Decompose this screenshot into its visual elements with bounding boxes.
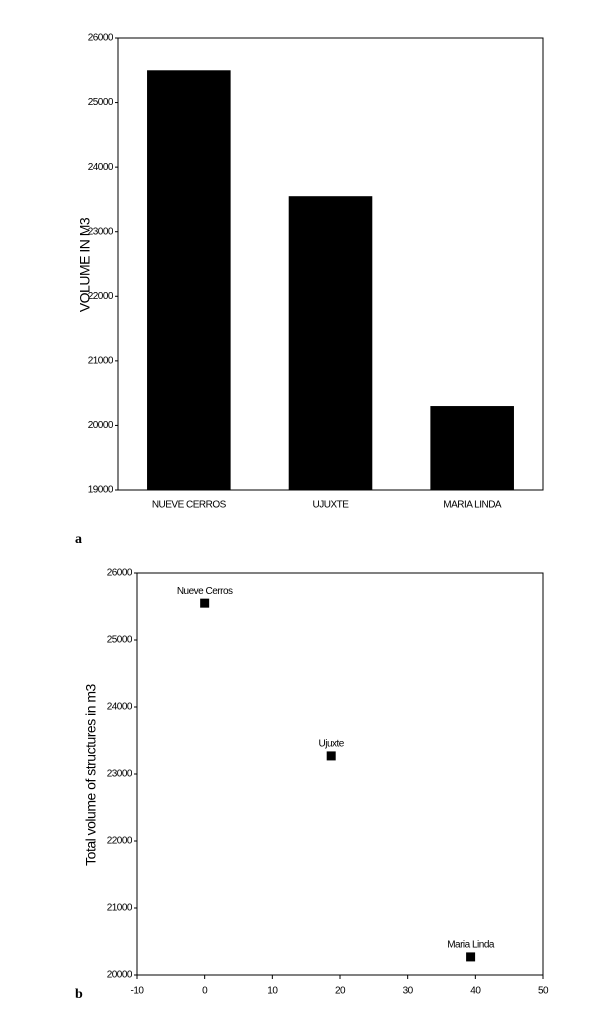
y-tick-label: 21000 — [107, 903, 133, 914]
panel-label: b — [75, 987, 83, 1002]
x-tick-label: 20 — [335, 986, 346, 997]
y-tick-label: 21000 — [88, 355, 114, 366]
x-tick-label: 30 — [403, 986, 414, 997]
x-tick-label: UJUXTE — [313, 500, 350, 511]
point — [326, 751, 336, 761]
x-tick-label: 10 — [267, 986, 278, 997]
point-label: Maria Linda — [447, 940, 495, 951]
point-label: Nueve Cerros — [177, 586, 233, 597]
y-tick-label: 26000 — [107, 568, 133, 579]
y-tick-label: 24000 — [88, 162, 114, 173]
bar — [147, 70, 231, 491]
y-tick-label: 26000 — [88, 33, 114, 44]
x-tick-label: 40 — [470, 986, 481, 997]
y-axis-label: VOLUME IN M3 — [77, 217, 93, 312]
y-tick-label: 24000 — [107, 702, 133, 713]
y-tick-label: 22000 — [107, 836, 133, 847]
y-tick-label: 20000 — [88, 420, 114, 431]
x-tick-label: NUEVE CERROS — [152, 500, 227, 511]
y-tick-label: 25000 — [88, 97, 114, 108]
point — [200, 598, 210, 608]
x-tick-label: 50 — [538, 986, 549, 997]
y-tick-label: 23000 — [88, 226, 114, 237]
point-label: Ujuxte — [319, 739, 345, 750]
y-tick-label: 20000 — [107, 970, 133, 981]
y-tick-label: 19000 — [88, 485, 114, 496]
bar — [288, 196, 373, 490]
bar — [430, 406, 514, 490]
y-tick-label: 25000 — [107, 635, 133, 646]
plot-frame — [136, 572, 544, 976]
x-tick-label: MARIA LINDA — [443, 500, 502, 511]
panel-label: a — [75, 532, 82, 547]
point — [466, 952, 476, 962]
y-tick-label: 22000 — [88, 291, 114, 302]
y-tick-label: 23000 — [107, 769, 133, 780]
x-tick-label: -10 — [131, 986, 145, 997]
x-tick-label: 0 — [202, 986, 208, 997]
y-axis-label: Total volume of structures in m3 — [83, 683, 99, 865]
